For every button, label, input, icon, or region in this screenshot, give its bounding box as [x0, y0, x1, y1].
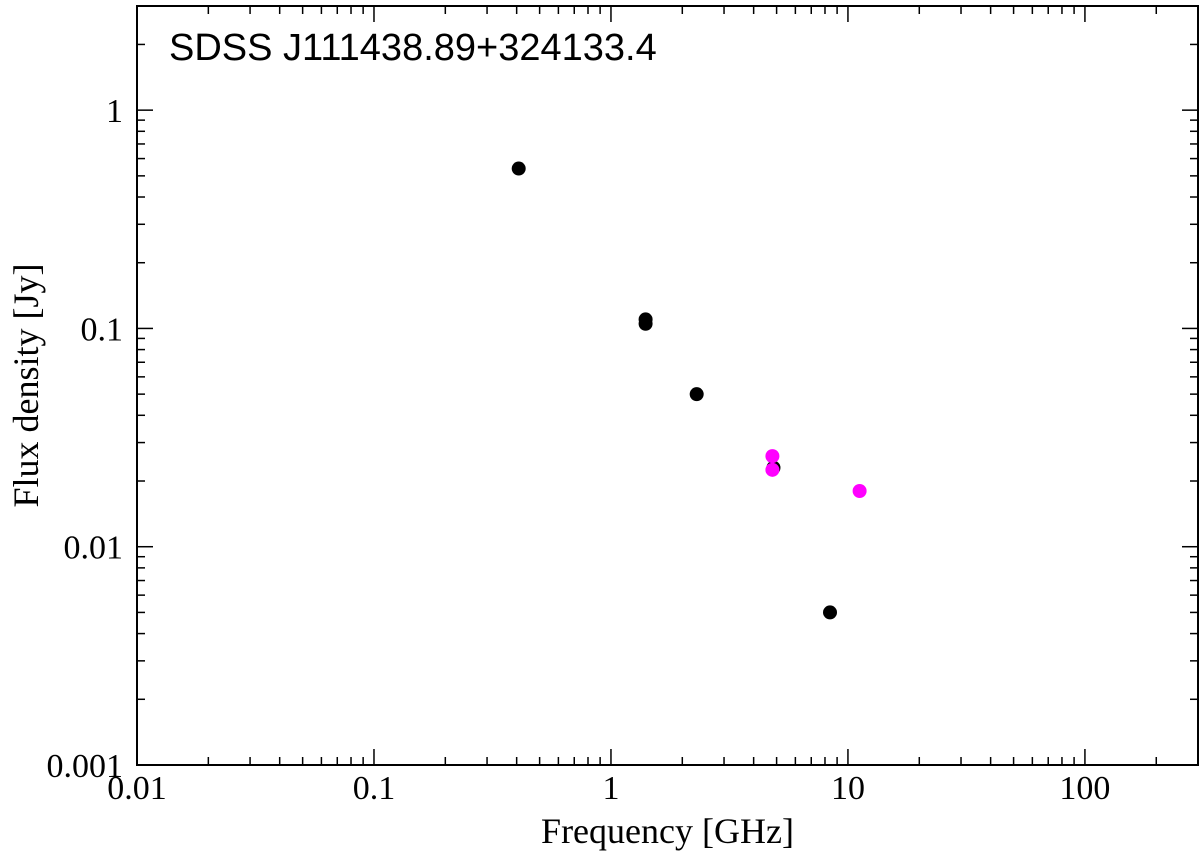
x-tick-label: 10 [831, 770, 865, 807]
y-tick-label: 0.01 [64, 530, 124, 567]
data-point [638, 316, 653, 331]
y-tick-label: 0.001 [47, 748, 124, 785]
data-point [823, 605, 838, 620]
x-axis-label: Frequency [GHz] [541, 811, 794, 851]
y-axis-label: Flux density [Jy] [6, 263, 46, 507]
x-tick-label: 1 [602, 770, 619, 807]
tick-marks [136, 5, 1199, 766]
chart-title: SDSS J111438.89+324133.4 [169, 27, 657, 69]
x-tick-label: 0.01 [107, 770, 167, 807]
y-tick-label: 0.1 [81, 311, 124, 348]
data-point [765, 449, 780, 464]
data-point [511, 161, 526, 176]
data-points [511, 161, 867, 620]
data-point [689, 387, 704, 402]
data-point [765, 462, 780, 477]
plot-frame [136, 5, 1199, 766]
x-tick-label: 0.1 [353, 770, 396, 807]
y-tick-label: 1 [106, 93, 123, 130]
data-point [852, 483, 867, 498]
x-tick-label: 100 [1059, 770, 1110, 807]
